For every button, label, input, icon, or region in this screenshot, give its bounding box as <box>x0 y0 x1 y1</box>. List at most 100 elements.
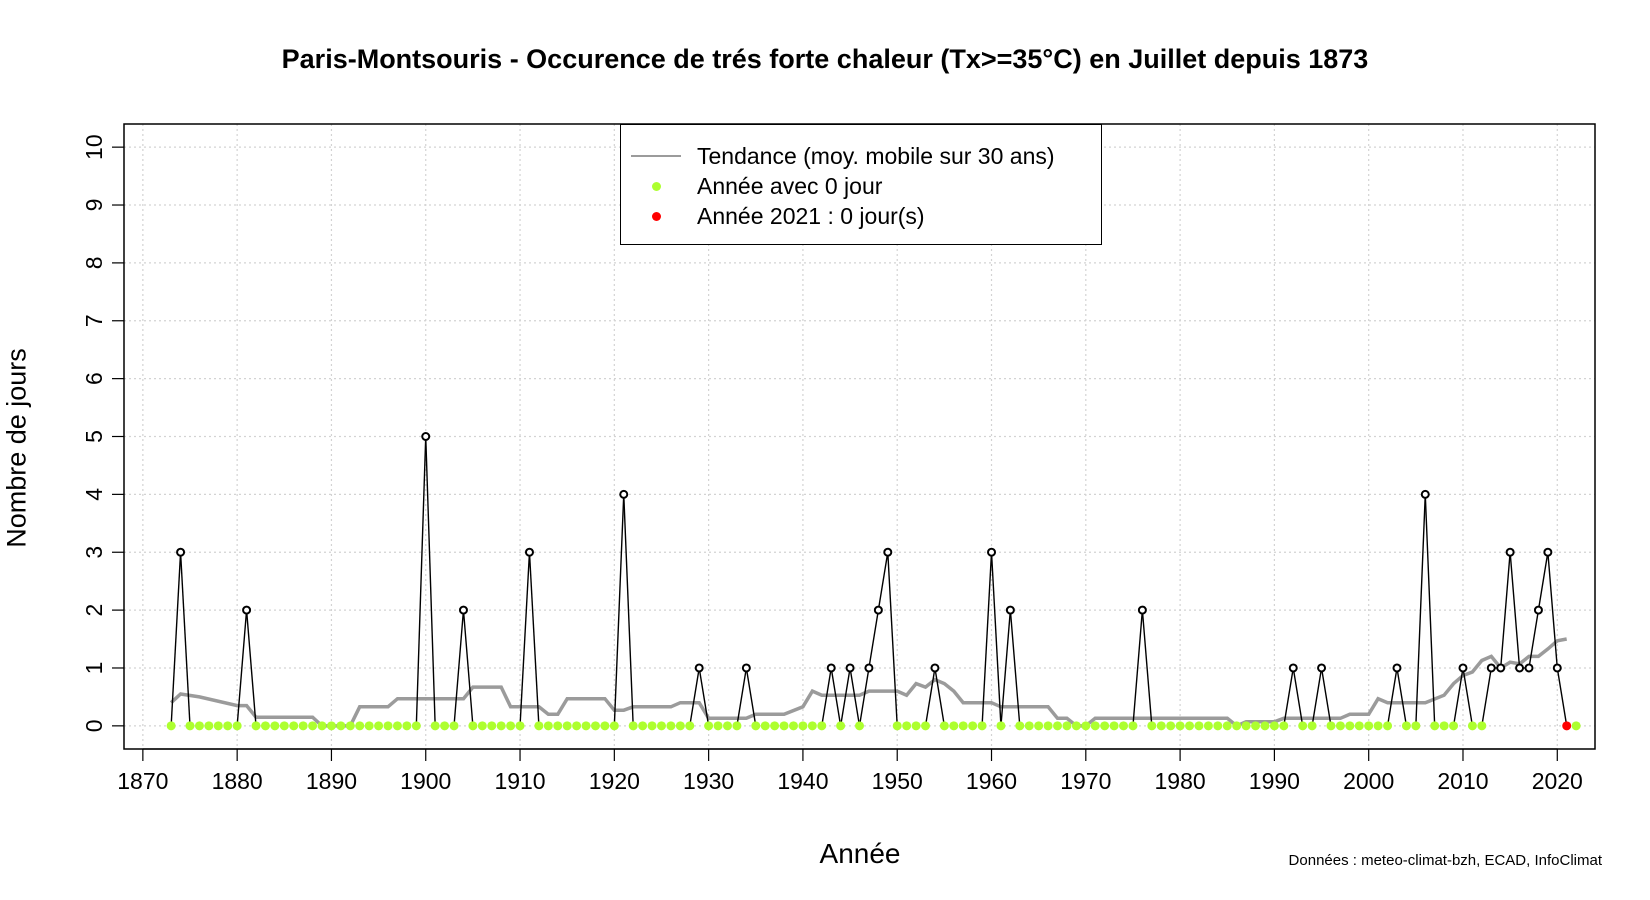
source-note: Données : meteo-climat-bzh, ECAD, InfoCl… <box>1288 852 1602 869</box>
zero-point <box>1298 721 1308 731</box>
zero-point <box>1232 721 1242 731</box>
legend-label-trend: Tendance (moy. mobile sur 30 ans) <box>697 142 1055 169</box>
data-segment <box>415 436 427 726</box>
data-point <box>1420 489 1430 499</box>
zero-point <box>1279 721 1289 731</box>
data-segment <box>1556 667 1568 726</box>
zero-point <box>1307 721 1317 731</box>
zero-point <box>704 721 714 731</box>
zero-point <box>675 721 685 731</box>
green-dot-key <box>651 181 661 191</box>
data-segment <box>839 667 851 726</box>
zero-point <box>656 721 666 731</box>
zero-point <box>289 721 299 731</box>
data-segment <box>1396 667 1408 726</box>
zero-point <box>1241 721 1251 731</box>
zero-point <box>1260 721 1270 731</box>
data-point <box>1005 605 1015 615</box>
data-point <box>826 663 836 673</box>
zero-point <box>487 721 497 731</box>
highlight-point <box>1562 721 1572 731</box>
zero-point <box>807 721 817 731</box>
data-segment <box>821 667 832 726</box>
zero-point <box>1147 721 1157 731</box>
zero-point <box>1185 721 1195 731</box>
data-segment <box>745 667 757 726</box>
zero-point <box>1156 721 1166 731</box>
zero-point <box>308 721 318 731</box>
zero-point <box>685 721 695 731</box>
data-segment <box>736 667 748 726</box>
data-segment <box>877 552 889 611</box>
y-tick-label: 10 <box>81 134 107 160</box>
zero-point <box>788 721 798 731</box>
y-tick-label: 6 <box>81 372 107 385</box>
data-segment <box>1009 610 1021 726</box>
data-segment <box>887 552 898 726</box>
zero-point <box>902 721 912 731</box>
data-point <box>1505 547 1515 557</box>
data-segment <box>1547 552 1558 669</box>
zero-point <box>1109 721 1119 731</box>
y-tick-label: 7 <box>81 314 107 327</box>
data-segment <box>1424 494 1436 726</box>
zero-point <box>590 721 600 731</box>
data-point <box>619 489 629 499</box>
zero-point <box>1439 721 1449 731</box>
data-segment <box>170 552 182 726</box>
trend-line <box>169 637 1568 728</box>
x-tick-label: 1940 <box>777 768 828 794</box>
zero-point <box>223 721 233 731</box>
x-tick-label: 2020 <box>1532 768 1583 794</box>
data-point <box>987 547 997 557</box>
data-segment <box>1500 552 1511 669</box>
data-point <box>741 663 751 673</box>
zero-point <box>204 721 214 731</box>
zero-point <box>232 721 242 731</box>
data-segment <box>236 610 248 726</box>
x-tick-label: 1960 <box>966 768 1017 794</box>
zero-point <box>1100 721 1110 731</box>
data-segment <box>830 667 842 726</box>
zero-point <box>1213 721 1223 731</box>
zero-point <box>185 721 195 731</box>
y-tick-label: 5 <box>81 430 107 443</box>
data-point <box>1496 663 1506 673</box>
data-segment <box>858 667 870 726</box>
zero-point <box>732 721 742 731</box>
zero-point <box>798 721 808 731</box>
data-segment <box>698 667 710 726</box>
zero-point <box>628 721 638 731</box>
zero-point <box>1222 721 1232 731</box>
trend-series <box>169 637 1568 728</box>
zero-point <box>1345 721 1355 731</box>
zero-point <box>958 721 968 731</box>
zero-point <box>770 721 780 731</box>
zero-point <box>572 721 582 731</box>
axes: 1870 1880 1890 1900 1910 1920 1930 1940 1950 1960… <box>81 134 1583 794</box>
data-point <box>1515 663 1525 673</box>
data-point <box>1137 605 1147 615</box>
legend-label-zero: Année avec 0 jour <box>697 172 883 199</box>
legend-item-zero: Année avec 0 jour <box>621 171 882 201</box>
zero-point <box>1467 721 1477 731</box>
data-point <box>864 663 874 673</box>
data-point <box>1458 663 1468 673</box>
data-segment <box>1132 610 1144 726</box>
data-segment <box>1452 667 1464 726</box>
y-tick-label: 4 <box>81 488 107 501</box>
zero-point <box>609 721 619 731</box>
zero-point <box>326 721 336 731</box>
zero-point <box>1411 721 1421 731</box>
zero-point <box>1034 721 1044 731</box>
zero-point <box>449 721 459 731</box>
zero-point <box>1251 721 1261 731</box>
zero-point <box>430 721 440 731</box>
data-segment <box>1528 609 1540 669</box>
zero-point <box>1373 721 1383 731</box>
zero-point <box>515 721 525 731</box>
data-segment <box>462 610 474 726</box>
chart-title: Paris-Montsouris - Occurence de trés for… <box>281 44 1369 74</box>
data-segment <box>868 609 880 669</box>
data-point <box>1392 663 1402 673</box>
